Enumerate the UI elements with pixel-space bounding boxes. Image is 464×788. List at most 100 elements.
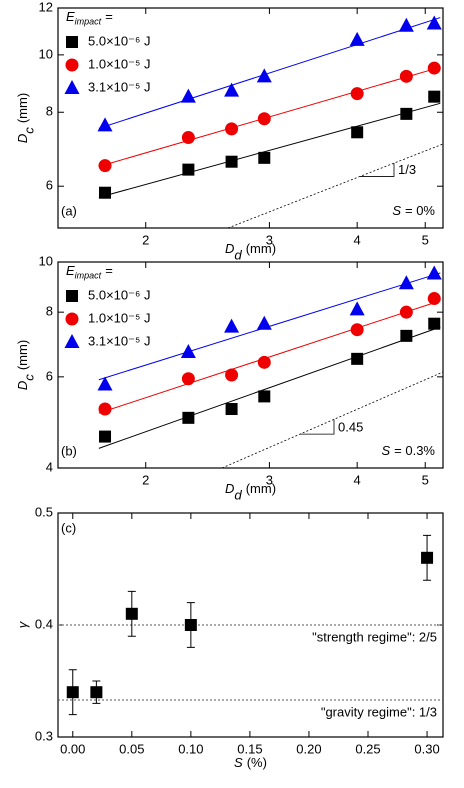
subscript: impact bbox=[75, 271, 102, 281]
marker bbox=[182, 163, 195, 176]
marker bbox=[90, 686, 103, 699]
symbol: D bbox=[15, 381, 30, 390]
symbol: D bbox=[225, 241, 234, 256]
symbol: γ bbox=[15, 620, 30, 628]
y-tick-label: 0.3 bbox=[35, 728, 53, 743]
legend-label: 3.1×10⁻⁵ J bbox=[88, 79, 151, 94]
fit-line bbox=[98, 300, 441, 414]
marker bbox=[349, 31, 365, 46]
fit-line bbox=[98, 326, 441, 449]
marker bbox=[350, 323, 364, 337]
marker bbox=[258, 390, 271, 403]
unit: (mm) bbox=[246, 241, 276, 256]
text: = 0.3% bbox=[394, 443, 435, 458]
symbol: D bbox=[225, 481, 234, 496]
y-tick-label: 8 bbox=[46, 304, 53, 319]
marker bbox=[399, 305, 413, 319]
y-tick-label: 4 bbox=[46, 459, 53, 474]
symbol: E bbox=[66, 9, 75, 24]
slope-label: 1/3 bbox=[398, 162, 416, 177]
subscript: c bbox=[22, 127, 37, 134]
marker bbox=[351, 352, 364, 365]
fit-line bbox=[98, 17, 441, 129]
unit: (mm) bbox=[15, 340, 30, 370]
marker bbox=[224, 318, 240, 333]
x-tick-label: 0.00 bbox=[60, 741, 85, 756]
legend-label: 5.0×10⁻⁶ J bbox=[88, 33, 150, 48]
x-tick-label: 0.15 bbox=[237, 741, 262, 756]
marker bbox=[181, 372, 195, 386]
marker bbox=[224, 82, 240, 97]
y-axis-label: Dc (mm) bbox=[15, 93, 37, 143]
slope-label: 0.45 bbox=[338, 420, 363, 435]
y-tick-label: 12 bbox=[39, 0, 53, 14]
marker bbox=[97, 117, 113, 132]
marker bbox=[256, 68, 272, 83]
marker bbox=[421, 551, 434, 564]
y-tick-label: 6 bbox=[46, 178, 53, 193]
x-tick-label: 0.10 bbox=[178, 741, 203, 756]
marker bbox=[256, 315, 272, 330]
marker bbox=[181, 131, 195, 145]
subscript: d bbox=[234, 248, 242, 263]
y-axis-label: Dc (mm) bbox=[15, 340, 37, 390]
reference-label: "strength regime": 2/5 bbox=[312, 629, 437, 644]
marker bbox=[66, 290, 78, 302]
text: = bbox=[105, 263, 113, 278]
guide-line bbox=[221, 371, 444, 469]
marker bbox=[99, 430, 112, 443]
marker bbox=[350, 87, 364, 101]
marker bbox=[225, 155, 238, 168]
x-tick-label: 0.25 bbox=[355, 741, 380, 756]
symbol: S bbox=[381, 443, 390, 458]
marker bbox=[400, 329, 413, 342]
x-tick-label: 3 bbox=[266, 232, 273, 247]
x-tick-label: 2 bbox=[142, 232, 149, 247]
marker bbox=[125, 607, 138, 620]
subscript: c bbox=[22, 374, 37, 381]
x-tick-label: 0.05 bbox=[119, 741, 144, 756]
slope-bracket bbox=[300, 419, 335, 435]
x-tick-label: 0.30 bbox=[414, 741, 439, 756]
marker bbox=[399, 69, 413, 83]
marker bbox=[65, 58, 79, 72]
text: = bbox=[105, 9, 113, 24]
subscript: d bbox=[234, 488, 242, 503]
marker bbox=[428, 90, 441, 103]
marker bbox=[98, 159, 112, 173]
x-tick-label: 0.20 bbox=[296, 741, 321, 756]
legend-title: Eimpact = bbox=[66, 9, 113, 26]
marker bbox=[426, 265, 442, 280]
panel-label: (b) bbox=[61, 443, 77, 458]
marker bbox=[180, 88, 196, 103]
x-tick-label: 5 bbox=[422, 472, 429, 487]
symbol: E bbox=[66, 263, 75, 278]
y-tick-label: 6 bbox=[46, 368, 53, 383]
plot-frame bbox=[57, 7, 444, 229]
reference-label: "gravity regime": 1/3 bbox=[321, 704, 437, 719]
annotation: S = 0% bbox=[392, 203, 435, 218]
marker bbox=[398, 275, 414, 290]
slope-bracket bbox=[360, 163, 395, 177]
marker bbox=[225, 403, 238, 416]
marker bbox=[182, 411, 195, 424]
marker bbox=[257, 355, 271, 369]
marker bbox=[351, 126, 364, 139]
marker bbox=[258, 151, 271, 164]
text: = 0% bbox=[405, 203, 435, 218]
x-axis-label: Dd (mm) bbox=[225, 241, 276, 263]
marker bbox=[64, 80, 80, 94]
guide-line bbox=[227, 143, 444, 229]
marker bbox=[427, 292, 441, 306]
marker bbox=[427, 61, 441, 75]
legend-title: Eimpact = bbox=[66, 263, 113, 280]
y-tick-label: 10 bbox=[39, 46, 53, 61]
legend-label: 5.0×10⁻⁶ J bbox=[88, 287, 150, 302]
legend-label: 3.1×10⁻⁵ J bbox=[88, 333, 151, 348]
marker bbox=[257, 112, 271, 126]
marker bbox=[66, 36, 78, 48]
x-tick-label: 5 bbox=[422, 232, 429, 247]
marker bbox=[225, 368, 239, 382]
symbol: S bbox=[392, 203, 401, 218]
x-tick-label: 4 bbox=[354, 472, 361, 487]
